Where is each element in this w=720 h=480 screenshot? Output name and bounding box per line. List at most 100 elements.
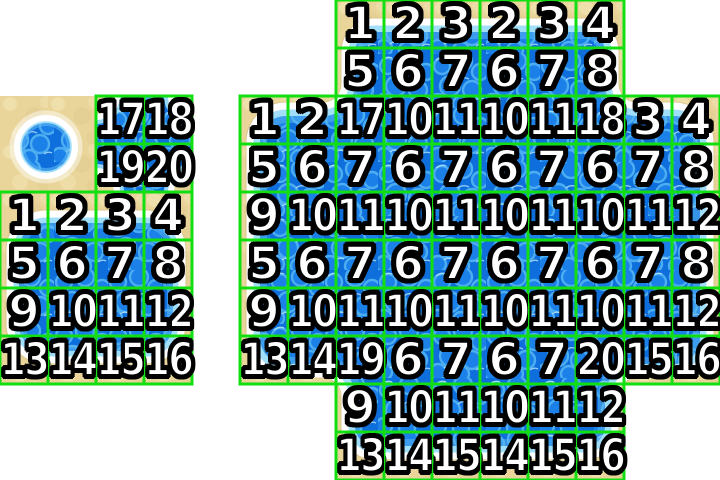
tile-cell: 9 — [240, 191, 288, 241]
tile-cell: 2 — [384, 0, 432, 49]
tile-number: 15 — [431, 429, 482, 480]
tile-cell: 10 — [479, 381, 530, 434]
tile-cell: 17 — [95, 95, 146, 145]
tile-number: 10 — [479, 285, 530, 338]
tile-cell: 7 — [432, 239, 480, 289]
tile-number: 2 — [55, 189, 88, 242]
tile-number: 15 — [623, 333, 674, 386]
tile-number: 7 — [535, 333, 568, 386]
tile-number: 19 — [335, 333, 386, 386]
tile-cell: 7 — [336, 141, 384, 194]
tile-number: 2 — [295, 93, 328, 146]
tile-cell: 10 — [383, 191, 434, 241]
tile-cell: 11 — [95, 287, 146, 337]
tile-number: 11 — [335, 189, 386, 242]
tile-cell: 13 — [0, 333, 50, 386]
tile-number: 4 — [583, 0, 616, 50]
tile-number: 9 — [7, 285, 40, 338]
tile-number: 8 — [151, 237, 184, 290]
tile-cell: 1 — [240, 93, 288, 146]
tile-number: 18 — [575, 93, 626, 146]
tile-cell: 7 — [528, 237, 576, 290]
tile-number: 8 — [679, 141, 712, 194]
tile-number: 13 — [0, 333, 50, 386]
tile-cell: 8 — [576, 45, 624, 98]
tile-number: 11 — [527, 93, 578, 146]
tile-cell: 11 — [527, 383, 578, 433]
tile-cell: 11 — [527, 93, 578, 146]
tile-cell: 3 — [96, 189, 144, 242]
tile-number: 11 — [623, 189, 674, 242]
tile-number: 7 — [535, 141, 568, 194]
tile-number: 13 — [335, 429, 386, 480]
tile-number: 6 — [487, 141, 520, 194]
tile-number: 5 — [7, 237, 40, 290]
tile-cell: 7 — [624, 141, 672, 194]
tile-number: 11 — [431, 381, 482, 434]
tile-cell: 12 — [671, 287, 720, 337]
tile-cell: 11 — [431, 381, 482, 434]
tile-number: 7 — [343, 237, 376, 290]
tile-number: 6 — [55, 237, 88, 290]
tile-cell: 3 — [432, 0, 480, 49]
tile-cell: 7 — [432, 143, 480, 193]
tile-cell: 10 — [479, 95, 530, 145]
tile-cell: 10 — [47, 287, 98, 337]
tile-cell: 14 — [47, 335, 98, 385]
tile-cell: 15 — [95, 335, 146, 385]
tile-cell: 6 — [576, 239, 624, 289]
tile-cell: 5 — [240, 239, 288, 289]
source-main-grid: 1 2 3 4 5 6 7 8 9 10 11 12 13 14 15 16 — [0, 189, 194, 386]
tile-cell: 11 — [431, 189, 482, 242]
tile-number: 6 — [487, 45, 520, 98]
tile-cell: 6 — [384, 335, 432, 385]
tile-cell: 4 — [672, 95, 720, 145]
tile-number: 13 — [239, 333, 290, 386]
tile-number: 11 — [527, 189, 578, 242]
tile-cell: 7 — [336, 237, 384, 290]
tile-cell: 11 — [335, 189, 386, 242]
tile-number: 7 — [439, 45, 472, 98]
tile-number: 4 — [151, 189, 184, 242]
tile-number: 11 — [431, 189, 482, 242]
tile-number: 5 — [247, 141, 280, 194]
map-bottom-grid: 9 10 11 10 11 12 13 14 15 14 15 16 — [335, 381, 626, 480]
tile-cell: 19 — [95, 143, 146, 193]
tile-cell: 16 — [671, 333, 720, 386]
tile-cell: 9 — [240, 287, 288, 337]
tile-number: 1 — [7, 189, 40, 242]
tile-cell: 11 — [527, 189, 578, 242]
tile-number: 10 — [479, 381, 530, 434]
tile-cell: 6 — [480, 335, 528, 385]
tile-number: 11 — [335, 285, 386, 338]
tile-number: 10 — [383, 381, 434, 434]
tile-number: 7 — [535, 237, 568, 290]
tile-number: 12 — [575, 381, 626, 434]
tile-cell: 1 — [0, 189, 48, 242]
tile-number: 6 — [391, 141, 424, 194]
tile-number: 6 — [487, 237, 520, 290]
tile-cell: 12 — [143, 285, 194, 338]
tile-number: 10 — [575, 285, 626, 338]
tile-number: 10 — [383, 285, 434, 338]
tile-number: 3 — [535, 0, 568, 50]
tile-number: 7 — [343, 141, 376, 194]
tile-number: 7 — [631, 141, 664, 194]
tile-number: 12 — [143, 285, 194, 338]
tile-number: 15 — [527, 429, 578, 480]
tile-number: 7 — [103, 237, 136, 290]
tile-number: 11 — [431, 285, 482, 338]
tile-cell: 10 — [575, 191, 626, 241]
tile-cell: 5 — [240, 141, 288, 194]
tile-number: 1 — [247, 93, 280, 146]
tile-number: 11 — [623, 285, 674, 338]
tile-number: 6 — [391, 237, 424, 290]
tile-cell: 1 — [336, 0, 384, 49]
tile-number: 3 — [103, 189, 136, 242]
tile-number: 16 — [671, 333, 720, 386]
tile-number: 8 — [583, 45, 616, 98]
source-block-water — [5, 209, 187, 365]
tile-number: 5 — [343, 45, 376, 98]
tile-cell: 4 — [144, 189, 192, 242]
